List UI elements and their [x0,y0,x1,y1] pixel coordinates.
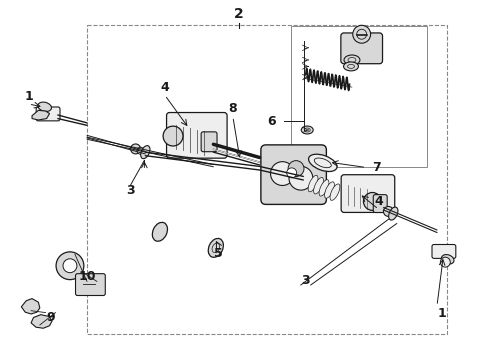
Ellipse shape [308,175,318,192]
FancyBboxPatch shape [75,274,105,296]
Text: 6: 6 [268,114,276,127]
FancyBboxPatch shape [201,132,217,152]
Text: 2: 2 [234,7,244,21]
Ellipse shape [208,238,223,257]
Ellipse shape [301,126,313,134]
Ellipse shape [389,207,398,220]
Text: 4: 4 [160,81,169,94]
Ellipse shape [141,146,150,159]
Text: 5: 5 [214,247,222,260]
Ellipse shape [441,255,454,264]
Circle shape [364,193,381,210]
Ellipse shape [38,102,51,112]
Ellipse shape [152,222,168,241]
Ellipse shape [324,182,334,198]
Circle shape [56,252,84,280]
Circle shape [131,144,141,154]
FancyBboxPatch shape [36,107,60,121]
Bar [291,26,427,167]
Polygon shape [22,298,40,314]
FancyBboxPatch shape [261,145,326,204]
Text: 1: 1 [438,307,446,320]
Polygon shape [31,315,52,328]
Circle shape [353,25,370,43]
Text: 7: 7 [372,161,381,174]
Text: 1: 1 [24,90,33,103]
Circle shape [384,207,393,216]
Text: 3: 3 [126,184,135,197]
FancyBboxPatch shape [341,33,383,64]
Circle shape [288,161,304,176]
Ellipse shape [343,62,359,71]
Circle shape [287,168,296,178]
FancyBboxPatch shape [432,244,456,258]
Circle shape [163,126,183,146]
Text: 10: 10 [78,270,96,283]
Text: 8: 8 [228,102,237,115]
Bar [87,24,447,334]
Circle shape [270,162,294,185]
Circle shape [137,147,144,154]
FancyBboxPatch shape [373,195,387,212]
Ellipse shape [330,184,340,201]
Circle shape [63,259,77,273]
Text: 9: 9 [46,311,55,324]
Circle shape [289,166,313,190]
Ellipse shape [344,55,360,65]
Circle shape [441,257,450,267]
Text: 4: 4 [374,195,383,208]
FancyBboxPatch shape [167,113,227,158]
FancyBboxPatch shape [341,175,395,212]
Ellipse shape [309,154,337,171]
Polygon shape [32,111,49,120]
Ellipse shape [314,177,323,194]
Ellipse shape [319,180,329,196]
Text: 3: 3 [301,274,310,287]
